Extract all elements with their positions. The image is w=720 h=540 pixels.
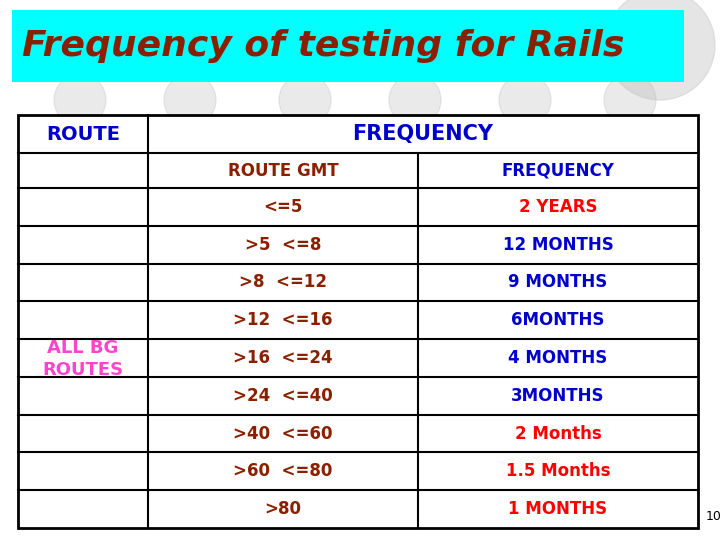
Circle shape [499,74,551,126]
Text: 2 YEARS: 2 YEARS [518,198,598,216]
Text: ROUTES: ROUTES [42,361,124,379]
Text: >40  <=60: >40 <=60 [233,424,333,443]
Text: 2 Months: 2 Months [515,424,601,443]
Text: 9 MONTHS: 9 MONTHS [508,273,608,292]
Text: ALL BG: ALL BG [48,339,119,357]
Text: 12 MONTHS: 12 MONTHS [503,235,613,254]
Bar [18,115,698,528]
Text: Frequency of testing for Rails: Frequency of testing for Rails [22,29,624,63]
Text: FREQUENCY: FREQUENCY [502,161,614,179]
Text: 3MONTHS: 3MONTHS [511,387,605,405]
Text: <=5: <=5 [264,198,302,216]
Text: 105: 105 [706,510,720,523]
Text: 6MONTHS: 6MONTHS [511,311,605,329]
Text: 4 MONTHS: 4 MONTHS [508,349,608,367]
Text: 1 MONTHS: 1 MONTHS [508,500,608,518]
Circle shape [605,0,715,100]
Text: FREQUENCY: FREQUENCY [353,124,493,144]
Circle shape [389,74,441,126]
Text: >8  <=12: >8 <=12 [239,273,327,292]
Circle shape [279,74,331,126]
Circle shape [164,74,216,126]
Text: >16  <=24: >16 <=24 [233,349,333,367]
Text: ROUTE GMT: ROUTE GMT [228,161,338,179]
Text: >60  <=80: >60 <=80 [233,462,333,481]
Circle shape [604,74,656,126]
Bar [12,10,684,82]
Text: >5  <=8: >5 <=8 [245,235,321,254]
Text: ROUTE: ROUTE [46,125,120,144]
Circle shape [54,74,106,126]
Text: >80: >80 [264,500,302,518]
Text: >12  <=16: >12 <=16 [233,311,333,329]
Text: 1.5 Months: 1.5 Months [505,462,611,481]
Text: >24  <=40: >24 <=40 [233,387,333,405]
